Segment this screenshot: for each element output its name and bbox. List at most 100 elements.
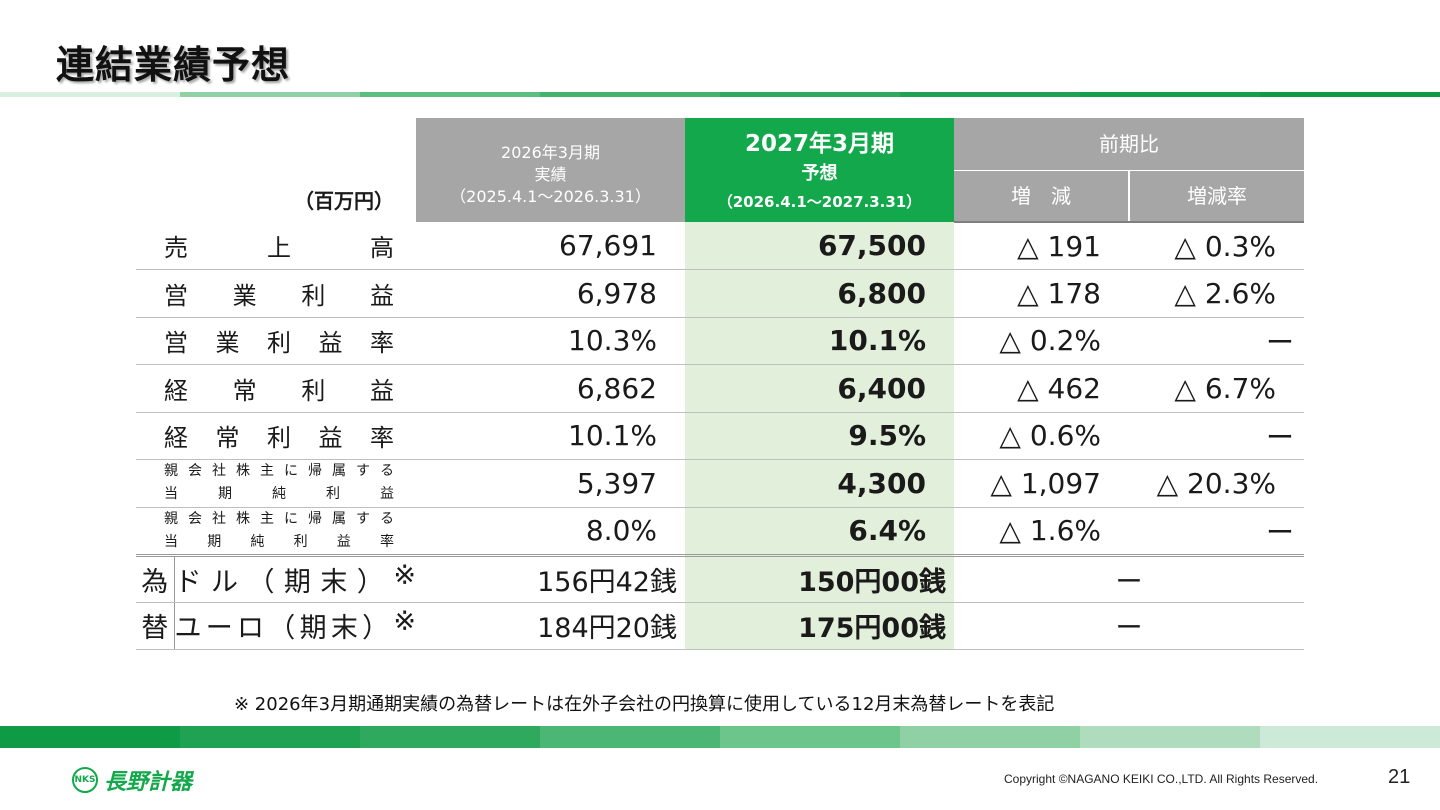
page-title: 連結業績予想	[56, 43, 291, 87]
row-label-text: 親会社株主に帰属する当 期 純 利 益 率	[164, 508, 394, 554]
band-segment	[1080, 92, 1260, 97]
row-label-text: 親会社株主に帰属する当 期 純 利 益	[164, 460, 394, 506]
row-label-text: 営業利益率	[164, 323, 394, 358]
fx-row-label-text: ドル （期末） ※	[175, 560, 417, 599]
row-label-text-char: 業	[232, 281, 257, 310]
fx-row-label-text-char: （	[247, 566, 275, 598]
fx-row-label-text-char: ド	[174, 566, 202, 598]
fx-side-label: 替	[136, 602, 175, 650]
actual-value: 10.3%	[416, 317, 685, 365]
fx-side-label: 為	[136, 555, 175, 603]
row-label-text-char: 営	[164, 329, 188, 358]
row-label-text-char: 率	[370, 329, 394, 358]
row-label-line1-char: に	[284, 510, 298, 527]
company-logo: NKS 長野計器	[72, 764, 192, 796]
diff-value: △ 191	[954, 222, 1129, 270]
band-segment	[720, 726, 900, 748]
fx-row-label-text-char: 末	[330, 613, 358, 644]
row-label: 経常利益	[136, 364, 416, 413]
row-label-text-char: 益	[318, 424, 343, 453]
row-label-text-char: 率	[370, 424, 394, 453]
row-label-text-char: 業	[215, 329, 240, 358]
band-segment	[1260, 726, 1440, 748]
row-label-line2-char: 純	[250, 533, 265, 550]
row-label-line1-char: 株	[236, 510, 250, 527]
row-label-line2-char: 期	[207, 533, 222, 550]
row-label-line1-char: 社	[212, 463, 226, 480]
header-actual-year: 2026年3月期	[501, 143, 600, 162]
diff-value: △ 178	[954, 269, 1129, 318]
rate-value: ー	[1129, 507, 1304, 557]
band-segment	[180, 726, 360, 748]
diff-value: △ 462	[954, 364, 1129, 413]
actual-value: 6,862	[416, 364, 685, 413]
row-label-line2: 当期純利益率	[164, 531, 394, 554]
row-label-line1-char: 親	[164, 510, 178, 527]
header-forecast-year: 2027年3月期	[744, 131, 895, 157]
table-row: 営業利益率 10.3% 10.1% △ 0.2% ー	[136, 317, 1304, 365]
header-rate: 増減率	[1129, 169, 1304, 223]
band-segment	[0, 726, 180, 748]
row-label-line1-char: 社	[212, 510, 226, 527]
header-actual-period: （2025.4.1～2026.3.31）	[450, 187, 651, 206]
diff-value: △ 0.6%	[954, 412, 1129, 460]
row-label-line1-char: 主	[260, 510, 274, 527]
row-label-text: 売上高	[164, 228, 394, 263]
row-label: 営業利益率	[136, 317, 416, 365]
fx-actual-value: 184円20銭	[416, 602, 685, 650]
header-actual: 2026年3月期 実績 （2025.4.1～2026.3.31）	[416, 118, 685, 222]
rate-value: △ 2.6%	[1129, 269, 1304, 318]
fx-row-label-text-char: ー	[205, 613, 233, 644]
header-diff: 増 減	[954, 169, 1130, 223]
row-label-text-char: 益	[369, 281, 394, 310]
row-label-text: 営業利益	[164, 276, 394, 311]
band-segment	[1260, 92, 1440, 97]
row-label-text-char: 利	[301, 281, 326, 310]
header-forecast-period: （2026.4.1～2027.3.31）	[717, 193, 922, 211]
forecast-value: 9.5%	[685, 412, 954, 460]
band-segment	[900, 726, 1080, 748]
row-label-text-char: 経	[164, 376, 188, 405]
diff-value: △ 0.2%	[954, 317, 1129, 365]
fx-row-label-text-char: ※	[393, 559, 416, 591]
row-label-text-char: 営	[164, 281, 188, 310]
row-label-line2-char: 益	[336, 533, 351, 550]
header-forecast-kind: 予想	[801, 163, 838, 184]
row-label-line2-char: 利	[293, 533, 308, 550]
fx-diff-value: ー	[954, 602, 1304, 650]
header-forecast: 2027年3月期 予想 （2026.4.1～2027.3.31）	[685, 118, 954, 222]
footnote: ※ 2026年3月期通期実績の為替レートは在外子会社の円換算に使用している12月…	[234, 694, 1055, 715]
row-label: 売上高	[136, 222, 416, 270]
actual-value: 67,691	[416, 222, 685, 270]
row-label-line1-char: る	[380, 510, 394, 527]
fx-row: 替ユーロ（期末） ※ 184円20銭 175円00銭ー	[136, 602, 1304, 650]
row-label: 親会社株主に帰属する当 期 純 利 益	[136, 459, 416, 508]
table-row: 親会社株主に帰属する当 期 純 利 益 率 8.0% 6.4% △ 1.6% ー	[136, 507, 1304, 557]
fx-row-label-text-char: 期	[283, 566, 311, 598]
header-compare: 前期比	[954, 118, 1304, 170]
row-label-line1-char: る	[380, 463, 394, 480]
row-label-line2-char: 期	[218, 486, 232, 503]
row-label-line2-char: 率	[379, 533, 394, 550]
row-label-text-char: 利	[267, 329, 291, 358]
fx-row-label-text-char: 末	[320, 566, 348, 598]
row-label-text-char: 利	[301, 376, 326, 405]
row-label-text-char: 常	[232, 376, 257, 405]
top-color-band	[0, 92, 1440, 97]
row-label-text-char: 売	[164, 234, 188, 262]
band-segment	[1080, 726, 1260, 748]
band-segment	[360, 726, 540, 748]
fx-row-label-text-char: ）	[356, 566, 384, 598]
forecast-value: 10.1%	[685, 317, 954, 365]
rate-value: △ 6.7%	[1129, 364, 1304, 413]
fx-row-label: ユーロ（期末） ※	[174, 602, 416, 650]
row-label-line2-char: 当	[164, 486, 178, 503]
row-label-line1-char: 属	[332, 510, 346, 527]
fx-row-label-text-char: 期	[299, 613, 327, 644]
row-label-line2-char: 益	[380, 486, 394, 503]
copyright: Copyright ©NAGANO KEIKI CO.,LTD. All Rig…	[1004, 772, 1319, 786]
band-segment	[0, 92, 180, 97]
forecast-value: 67,500	[685, 222, 954, 270]
row-label-text-char: 益	[369, 376, 394, 405]
actual-value: 8.0%	[416, 507, 685, 557]
